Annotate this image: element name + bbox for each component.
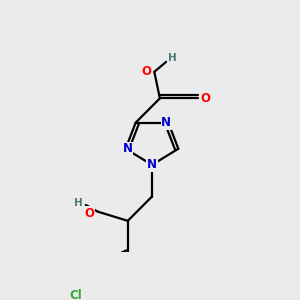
Text: O: O xyxy=(200,92,210,105)
Text: O: O xyxy=(85,207,95,220)
Text: H: H xyxy=(168,53,176,64)
Text: N: N xyxy=(123,142,133,155)
Text: O: O xyxy=(141,65,152,78)
Text: N: N xyxy=(147,158,157,171)
Text: H: H xyxy=(74,198,82,208)
Text: Cl: Cl xyxy=(70,289,82,300)
Text: N: N xyxy=(161,116,171,129)
